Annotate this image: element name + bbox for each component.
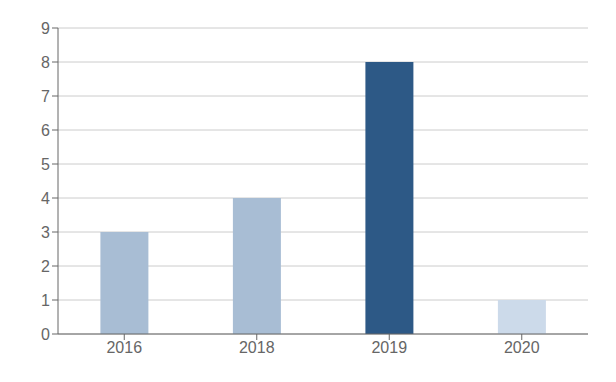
svg-text:8: 8 <box>41 54 50 71</box>
svg-text:5: 5 <box>41 156 50 173</box>
svg-text:2016: 2016 <box>106 339 142 356</box>
svg-text:2018: 2018 <box>239 339 275 356</box>
svg-text:6: 6 <box>41 122 50 139</box>
svg-text:9: 9 <box>41 20 50 37</box>
svg-text:2019: 2019 <box>371 339 407 356</box>
svg-text:2: 2 <box>41 258 50 275</box>
svg-text:1: 1 <box>41 292 50 309</box>
svg-text:4: 4 <box>41 190 50 207</box>
svg-text:3: 3 <box>41 224 50 241</box>
svg-text:7: 7 <box>41 88 50 105</box>
svg-text:0: 0 <box>41 326 50 343</box>
svg-text:2020: 2020 <box>504 339 540 356</box>
